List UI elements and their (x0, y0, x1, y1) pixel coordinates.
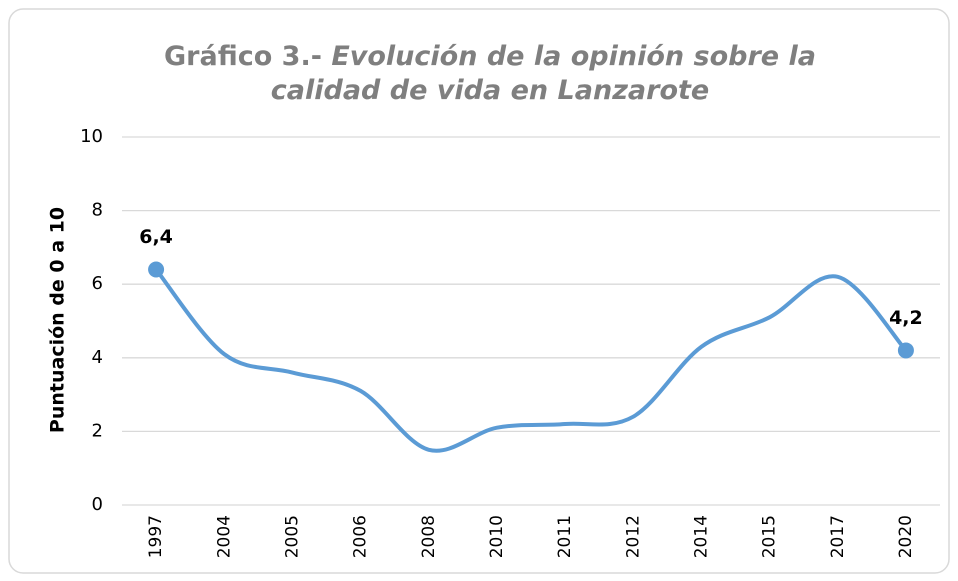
x-tick-label: 2010 (487, 515, 507, 558)
y-axis-label: Puntuación de 0 a 10 (47, 207, 69, 433)
x-tick-label: 2015 (760, 515, 780, 558)
x-tick-label: 2020 (896, 515, 916, 558)
y-tick-label: 6 (92, 273, 103, 294)
y-tick-label: 2 (92, 420, 103, 441)
data-label: 4,2 (889, 307, 923, 329)
y-tick-label: 4 (92, 347, 103, 368)
x-tick-label: 2012 (623, 515, 643, 558)
y-tick-label: 10 (80, 126, 103, 147)
x-tick-label: 1997 (146, 515, 166, 558)
chart-title: Gráfico 3.- Evolución de la opinión sobr… (110, 40, 870, 108)
data-point (148, 261, 165, 278)
title-prefix: Gráfico 3.- (164, 41, 322, 72)
x-tick-label: 2017 (828, 515, 848, 558)
x-tick-label: 2014 (691, 515, 711, 558)
x-tick-label: 2011 (555, 515, 575, 558)
x-tick-label: 2004 (214, 515, 234, 558)
x-tick-label: 2005 (282, 515, 302, 558)
data-point (897, 342, 914, 359)
x-tick-label: 2006 (351, 515, 371, 558)
x-tick-label: 2008 (419, 515, 439, 558)
title-text: Evolución de la opinión sobre la calidad… (270, 41, 816, 106)
y-tick-label: 0 (92, 494, 103, 515)
data-line (154, 267, 908, 453)
data-label: 6,4 (139, 226, 173, 248)
y-tick-label: 8 (92, 200, 103, 221)
